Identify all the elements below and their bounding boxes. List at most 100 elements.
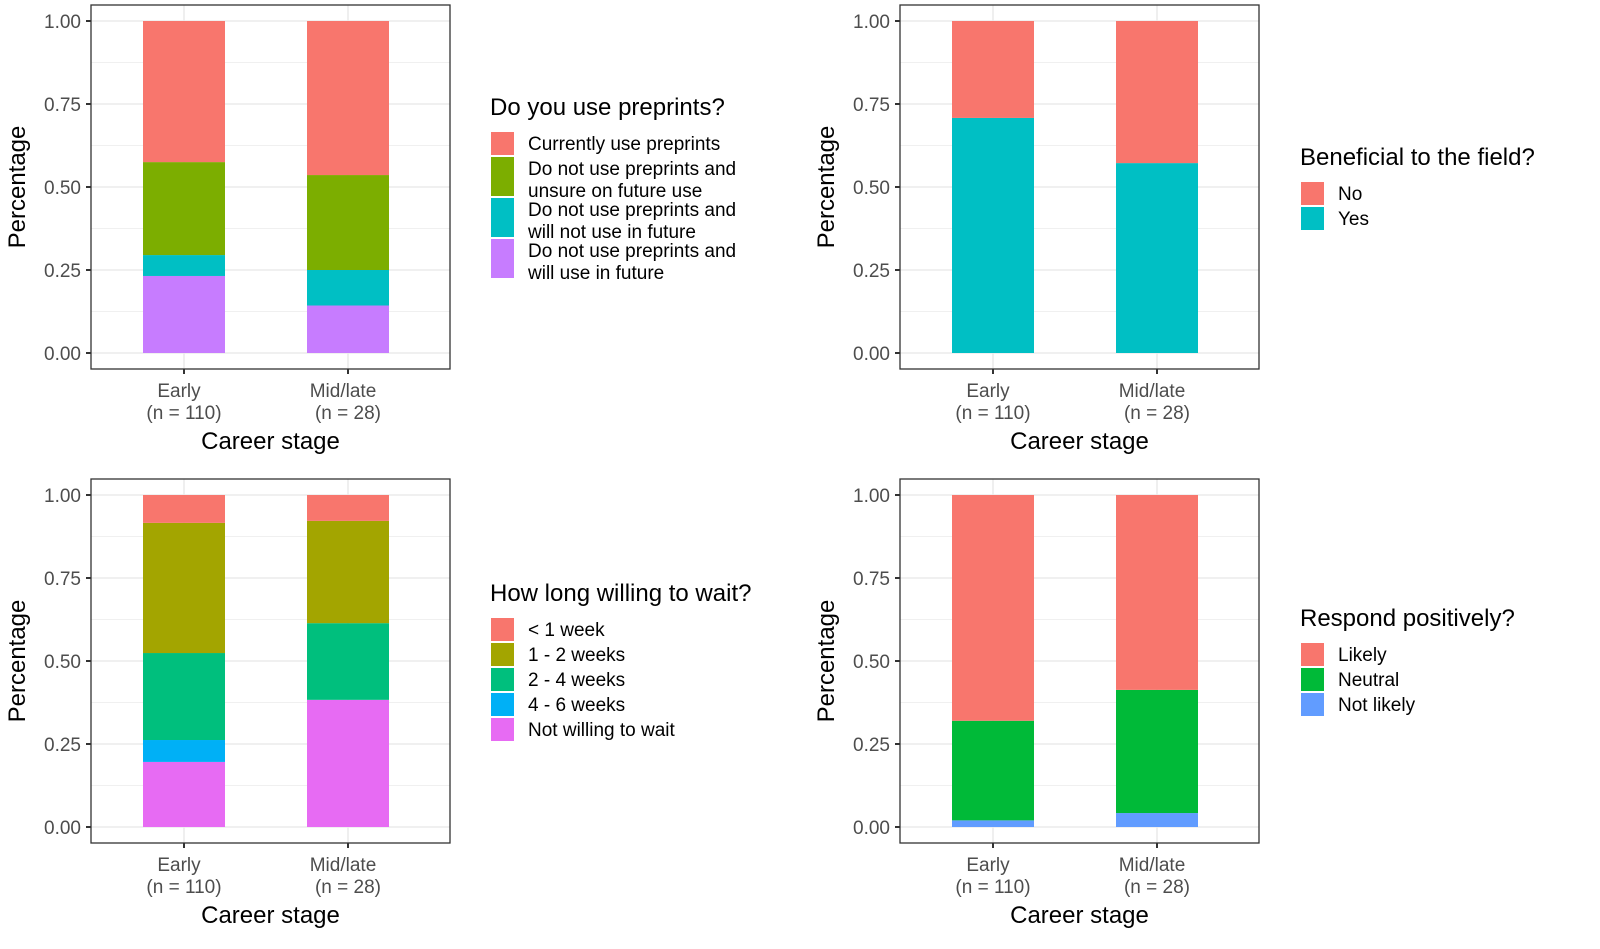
legend-swatch <box>1301 643 1324 666</box>
bar-segment-midlate-5 <box>307 699 389 827</box>
bar-segment-midlate-1 <box>307 495 389 521</box>
bar-segment-early-3 <box>952 820 1034 827</box>
x-tick-label: (n = 28) <box>315 877 381 898</box>
legend-swatch <box>1301 668 1324 691</box>
bar-segment-early-1 <box>952 495 1034 721</box>
legend-label: 1 - 2 weeks <box>528 645 625 666</box>
bar-segment-midlate-2 <box>1116 689 1198 814</box>
bar-segment-midlate-1 <box>307 21 389 176</box>
legend-item: No <box>1301 182 1362 205</box>
bar-segment-midlate-1 <box>1116 21 1198 164</box>
legend-swatch <box>491 668 514 691</box>
bar-segment-early-3 <box>143 653 225 741</box>
y-tick-label: 0.50 <box>44 178 81 199</box>
x-axis-title: Career stage <box>1010 428 1149 455</box>
y-tick-label: 0.75 <box>853 95 890 116</box>
legend: Respond positively? Likely Neutral Not like… <box>1300 605 1515 716</box>
legend-label: No <box>1338 184 1362 205</box>
legend-title: How long willing to wait? <box>490 580 751 607</box>
y-axis-title: Percentage <box>813 600 840 723</box>
x-tick-label: Early <box>966 381 1010 402</box>
x-tick-label: Early <box>157 381 201 402</box>
legend-title: Respond positively? <box>1300 605 1515 632</box>
y-tick-label: 0.25 <box>44 735 81 756</box>
legend-title: Do you use preprints? <box>490 94 725 121</box>
y-tick-label: 0.75 <box>44 569 81 590</box>
y-tick-label: 1.00 <box>853 12 890 33</box>
bar-segment-midlate-2 <box>307 520 389 624</box>
legend-label: < 1 week <box>528 620 605 641</box>
legend-item: 4 - 6 weeks <box>491 693 625 716</box>
bar-segment-midlate-4 <box>307 305 389 353</box>
bar-segment-early-2 <box>143 522 225 654</box>
legend-title: Beneficial to the field? <box>1300 144 1535 171</box>
bar-segment-early-2 <box>952 720 1034 821</box>
y-tick-label: 1.00 <box>853 486 890 507</box>
y-axis-title: Percentage <box>4 126 31 249</box>
bar-segment-early-1 <box>143 495 225 523</box>
bar-segment-midlate-2 <box>1116 163 1198 353</box>
chart-panel-4: 0.00 0.25 0.50 0.75 1.00 Early(n = 110) Mid/la… <box>813 478 1515 929</box>
legend-label: 2 - 4 weeks <box>528 670 625 691</box>
bar-segment-early-3 <box>143 255 225 276</box>
y-tick-label: 0.75 <box>44 95 81 116</box>
y-tick-label: 0.00 <box>44 818 81 839</box>
legend-label: Neutral <box>1338 670 1399 691</box>
x-tick-label: Early <box>966 855 1010 876</box>
x-tick-label: (n = 110) <box>146 877 221 898</box>
x-tick-label: Mid/late <box>310 381 377 402</box>
legend-swatch <box>1301 182 1324 205</box>
legend-label: Likely <box>1338 645 1387 666</box>
y-tick-label: 0.00 <box>44 344 81 365</box>
legend-item: Not likely <box>1301 693 1416 716</box>
chart-panel-1: 0.00 0.25 0.50 0.75 1.00 Early(n = 110) Mid/la… <box>4 4 736 455</box>
legend-label: Currently use preprints <box>528 134 720 155</box>
legend-swatch <box>491 718 514 741</box>
legend-item: Yes <box>1301 207 1369 230</box>
bar-segment-early-4 <box>143 275 225 353</box>
legend-swatch <box>1301 207 1324 230</box>
x-axis-title: Career stage <box>201 902 340 929</box>
bar-segment-midlate-3 <box>307 270 389 306</box>
legend-item: Currently use preprints <box>491 132 720 155</box>
legend-item: 2 - 4 weeks <box>491 668 625 691</box>
y-tick-label: 0.50 <box>853 652 890 673</box>
x-tick-label: (n = 110) <box>146 403 221 424</box>
legend-swatch <box>491 643 514 666</box>
legend: How long willing to wait? < 1 week 1 - 2 w… <box>490 580 751 741</box>
legend-label: Do not use preprints and <box>528 200 736 221</box>
legend-item: Not willing to wait <box>491 718 675 741</box>
y-tick-label: 0.25 <box>44 261 81 282</box>
legend-swatch <box>491 693 514 716</box>
legend-label: Not likely <box>1338 695 1416 716</box>
x-tick-label: Mid/late <box>1119 381 1186 402</box>
bar-segment-midlate-1 <box>1116 495 1198 690</box>
legend-label: Not willing to wait <box>528 720 675 741</box>
y-tick-label: 1.00 <box>44 486 81 507</box>
bar-segment-midlate-3 <box>307 623 389 700</box>
legend-item: 1 - 2 weeks <box>491 643 625 666</box>
legend-label: will use in future <box>527 263 664 284</box>
bar-segment-early-1 <box>952 21 1034 118</box>
y-tick-label: 0.25 <box>853 735 890 756</box>
legend: Beneficial to the field? No Yes <box>1300 144 1535 230</box>
x-tick-label: Mid/late <box>1119 855 1186 876</box>
y-tick-label: 1.00 <box>44 12 81 33</box>
x-tick-label: (n = 110) <box>955 403 1030 424</box>
legend-swatch <box>491 239 514 278</box>
y-tick-label: 0.25 <box>853 261 890 282</box>
x-axis-title: Career stage <box>201 428 340 455</box>
legend-swatch <box>491 198 514 237</box>
x-tick-label: (n = 28) <box>315 403 381 424</box>
bar-segment-midlate-3 <box>1116 813 1198 827</box>
chart-panel-3: 0.00 0.25 0.50 0.75 1.00 Early(n = 110) Mid/la… <box>4 478 751 929</box>
y-axis-title: Percentage <box>813 126 840 249</box>
legend-label: Do not use preprints and <box>528 241 736 262</box>
x-tick-label: (n = 28) <box>1124 877 1190 898</box>
x-tick-label: (n = 110) <box>955 877 1030 898</box>
legend-item: Likely <box>1301 643 1387 666</box>
y-tick-label: 0.50 <box>44 652 81 673</box>
